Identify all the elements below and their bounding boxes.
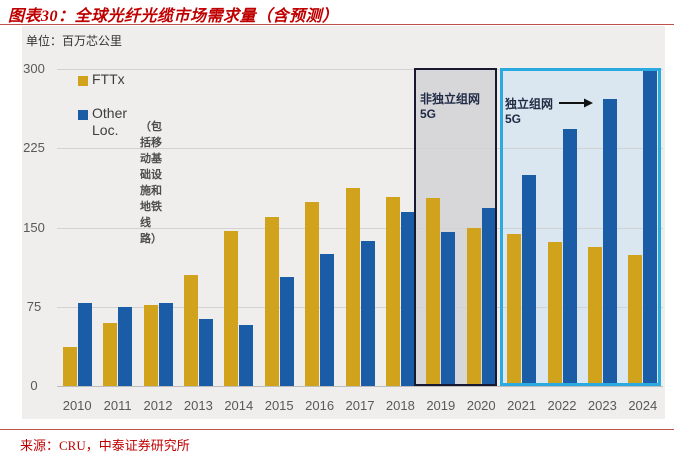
nsa-5g-label: 非独立组网 5G (420, 92, 480, 122)
bar-fttx-2014 (224, 230, 239, 386)
x-tick-label: 2011 (103, 398, 132, 413)
sa-5g-region-border (500, 68, 661, 386)
bar-fttx-2012 (143, 304, 158, 386)
bar-other-2023 (602, 98, 617, 386)
bar-fttx-2011 (103, 322, 118, 386)
top-divider (0, 24, 674, 25)
x-tick-label: 2021 (507, 398, 537, 413)
gridline (57, 69, 663, 70)
bar-fttx-2016 (305, 202, 320, 386)
gridline (57, 148, 663, 150)
nsa-5g-label-line1: 非独立组网 (420, 92, 481, 106)
y-tick-label: 150 (23, 219, 45, 235)
other-legend-label-line1: Other (92, 105, 128, 121)
plot-area: 非独立组网 5G 独立组网 5G FTTx (22, 26, 665, 419)
x-tick-label: 2017 (345, 398, 375, 413)
other-legend-label-line2: Loc. (92, 122, 119, 138)
bar-other-2016 (320, 253, 335, 386)
bar-fttx-2019 (426, 197, 441, 386)
other-legend-swatch (78, 110, 88, 120)
bar-other-2012 (158, 302, 173, 386)
fttx-legend-swatch (78, 76, 88, 86)
sa-5g-label-line2: 5G (505, 112, 522, 126)
bar-fttx-2010 (62, 346, 77, 386)
gridline (57, 306, 663, 308)
y-tick-label: 75 (26, 298, 42, 314)
x-tick-label: 2023 (587, 398, 617, 413)
bar-other-2022 (562, 129, 577, 386)
bar-fttx-2018 (385, 196, 400, 386)
bar-fttx-2021 (507, 233, 522, 386)
x-tick-label: 2016 (305, 398, 335, 413)
bar-fttx-2024 (628, 254, 643, 386)
x-tick-label: 2014 (224, 398, 254, 413)
bar-other-2018 (400, 211, 415, 386)
x-tick-label: 2020 (466, 398, 496, 413)
bar-fttx-2013 (183, 275, 198, 386)
bar-other-2010 (77, 302, 92, 386)
x-tick-label: 2019 (426, 398, 456, 413)
x-tick-label: 2018 (385, 398, 415, 413)
bar-other-2011 (118, 306, 133, 386)
x-tick-label: 2012 (143, 398, 173, 413)
x-tick-label: 2022 (547, 398, 577, 413)
bar-other-2021 (522, 174, 537, 386)
nsa-5g-region-border (414, 68, 497, 386)
bar-fttx-2023 (587, 246, 602, 386)
bar-other-2013 (198, 319, 213, 386)
x-tick-label: 2015 (264, 398, 294, 413)
arrow-right-icon (559, 97, 594, 112)
bar-other-2015 (279, 277, 294, 386)
gridline (57, 227, 663, 229)
chart-panel: 单位：百万芯公里 非独立组网 5G 独立组网 (22, 26, 665, 419)
source-note: 来源：CRU，中泰证券研究所 (20, 438, 190, 453)
y-tick-label: 300 (23, 61, 45, 76)
y-tick-label: 225 (23, 140, 45, 156)
x-tick-label: 2010 (62, 398, 92, 413)
bottom-divider (0, 429, 674, 430)
other-legend-note: （包括移动基础设施和地铁线路） (140, 121, 162, 245)
bar-other-2019 (441, 231, 456, 386)
y-tick-label: 0 (30, 378, 38, 393)
bar-fttx-2015 (264, 216, 279, 386)
x-tick-label: 2013 (183, 398, 213, 413)
fttx-legend-label: FTTx (92, 71, 125, 87)
unit-label: 单位：百万芯公里 (26, 34, 123, 48)
bar-other-2017 (360, 241, 375, 386)
x-axis-line (57, 386, 663, 387)
bar-fttx-2022 (547, 242, 562, 386)
sa-5g-label-line1: 独立组网 (505, 97, 554, 111)
x-tick-label: 2024 (628, 398, 658, 413)
bar-other-2020 (481, 208, 496, 386)
page-title: 图表30：全球光纤光缆市场需求量（含预测） (8, 8, 339, 25)
bar-fttx-2017 (345, 188, 360, 386)
bar-other-2014 (239, 324, 254, 386)
bar-other-2024 (643, 69, 658, 386)
bar-fttx-2020 (466, 227, 481, 386)
sa-5g-label: 独立组网 5G (505, 97, 594, 127)
nsa-5g-label-line2: 5G (420, 107, 437, 121)
